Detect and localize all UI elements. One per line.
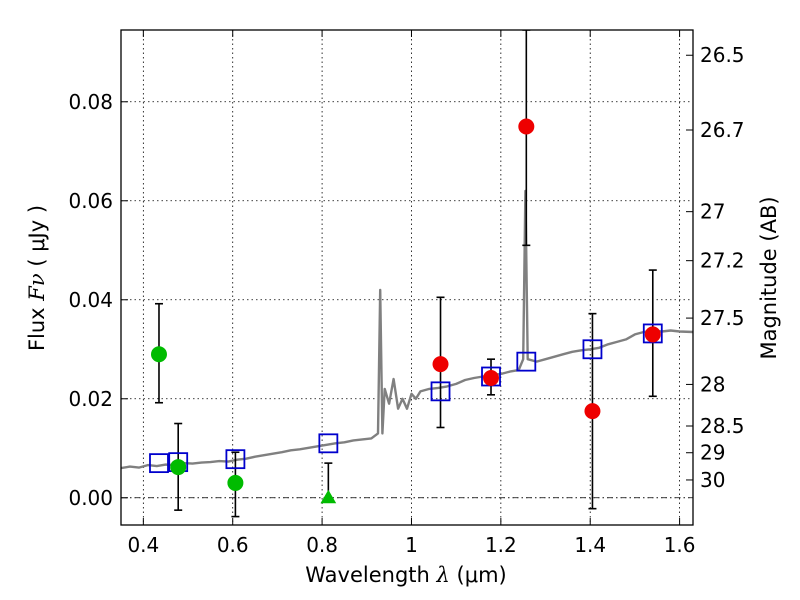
y-tick-label: 0.00	[68, 486, 113, 510]
observed-point	[518, 118, 535, 135]
model-photometry-square	[642, 323, 663, 344]
y2-tick-labels: 26.5 26.7 27 27.2 27.5 28 28.5 29 30	[700, 43, 745, 492]
x-tick-label: 1.2	[485, 533, 517, 557]
y-tick-labels: 0.00 0.02 0.04 0.06 0.08	[68, 90, 113, 510]
model-photometry-square	[582, 339, 603, 360]
y2-tick-label: 30	[700, 468, 725, 492]
observed-point	[227, 474, 244, 491]
x-tick-label: 1.6	[664, 533, 696, 557]
observed-point	[150, 346, 167, 363]
y2-axis-label: Magnitude (AB)	[757, 196, 781, 359]
observed-layer	[150, 118, 661, 504]
model-photometry-layer	[149, 323, 663, 474]
model-photometry-square	[430, 381, 451, 402]
y2-tick-label: 27	[700, 200, 725, 224]
errorbar-layer	[154, 30, 657, 518]
observed-point	[483, 369, 500, 386]
y-tick-label: 0.02	[68, 387, 113, 411]
y-axis-label: Flux Fν ( μJy )	[25, 205, 49, 351]
observed-point	[170, 459, 187, 476]
tick-marks	[121, 30, 693, 525]
observed-point	[432, 356, 449, 373]
upper-limit-marker	[320, 489, 337, 504]
model-photometry-square	[318, 433, 339, 454]
y2-tick-label: 26.7	[700, 118, 745, 142]
y2-tick-label: 27.2	[700, 249, 745, 273]
y-tick-label: 0.06	[68, 189, 113, 213]
x-tick-label: 1	[405, 533, 418, 557]
y2-tick-label: 26.5	[700, 43, 745, 67]
y-tick-label: 0.08	[68, 90, 113, 114]
y2-tick-label: 28.5	[700, 414, 745, 438]
model-photometry-square	[149, 453, 169, 474]
spectrum-layer	[121, 189, 693, 470]
observed-point	[644, 326, 661, 343]
spectrum-line	[121, 189, 693, 470]
x-tick-labels: 0.4 0.6 0.8 1 1.2 1.4 1.6	[127, 533, 695, 557]
y2-tick-label: 28	[700, 372, 725, 396]
x-tick-label: 1.4	[574, 533, 606, 557]
y-tick-label: 0.04	[68, 288, 113, 312]
model-photometry-square	[225, 449, 246, 470]
grid	[121, 30, 693, 525]
x-tick-label: 0.6	[217, 533, 249, 557]
observed-point	[584, 403, 601, 420]
y2-tick-label: 29	[700, 441, 725, 465]
model-photometry-square	[516, 351, 537, 372]
x-axis-label: Wavelength λ (μm)	[305, 563, 506, 587]
x-tick-label: 0.8	[306, 533, 338, 557]
y2-tick-label: 27.5	[700, 306, 745, 330]
x-tick-label: 0.4	[127, 533, 159, 557]
plot-frame	[120, 29, 694, 526]
